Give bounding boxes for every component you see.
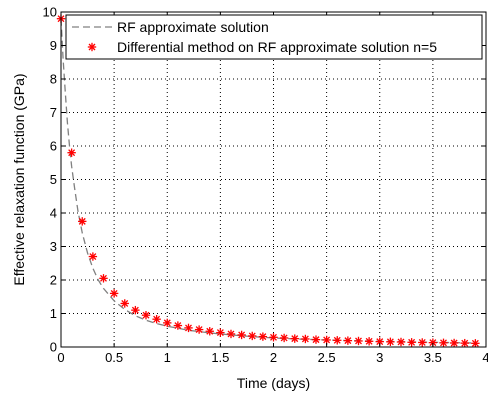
data-point-star <box>237 330 246 340</box>
grid <box>61 12 486 347</box>
x-tick-label: 1 <box>164 350 171 365</box>
ticks: 0 0.5 1 1.5 2 2.5 3 3.5 4 0 1 2 3 4 5 6 7 8 9 10 <box>43 5 488 366</box>
data-point-star <box>439 338 448 348</box>
y-tick-label: 2 <box>50 273 57 288</box>
data-point-star <box>99 274 108 283</box>
data-point-star <box>120 299 129 308</box>
data-point-star <box>396 337 406 347</box>
legend-entry-differential-method: Differential method on RF approximate so… <box>117 39 437 55</box>
data-point-star <box>131 305 140 315</box>
legend-box <box>65 14 483 60</box>
data-point-star <box>269 333 278 342</box>
data-point-star <box>173 321 183 330</box>
data-point-star <box>449 338 459 348</box>
legend-star-marker-sample <box>87 42 97 52</box>
y-tick-label: 8 <box>50 72 57 87</box>
data-point-star <box>290 334 299 343</box>
x-tick-label: 3 <box>376 350 383 365</box>
data-point-star <box>88 252 98 261</box>
data-point-star <box>109 289 119 298</box>
data-point-star <box>279 333 289 343</box>
data-point-star <box>343 336 353 345</box>
data-point-star <box>194 325 204 334</box>
data-point-star <box>471 339 480 348</box>
data-point-star <box>333 336 342 345</box>
x-tick-label: 1.5 <box>211 350 229 365</box>
y-tick-label: 10 <box>43 5 57 20</box>
x-tick-label: 4 <box>482 350 488 365</box>
legend-star-marker <box>87 42 97 52</box>
data-point-star <box>311 335 321 344</box>
y-tick-label: 4 <box>50 206 57 221</box>
data-point-star <box>418 338 427 347</box>
data-point-star <box>141 310 151 320</box>
series-layer <box>56 14 480 348</box>
data-point-star <box>258 332 268 341</box>
data-point-star <box>301 334 310 344</box>
legend-entry-rf-approximate: RF approximate solution <box>117 19 269 35</box>
data-point-star <box>216 328 225 337</box>
data-point-star <box>67 148 76 157</box>
data-point-star <box>184 323 193 333</box>
data-point-star <box>386 337 395 347</box>
data-point-star <box>354 336 363 346</box>
data-point-star <box>407 338 416 347</box>
y-tick-label: 7 <box>50 105 57 120</box>
x-tick-label: 0.5 <box>105 350 123 365</box>
series-rf-approximate-line <box>60 18 476 344</box>
x-tick-label: 2 <box>270 350 277 365</box>
y-tick-label: 3 <box>50 239 57 254</box>
data-point-star <box>163 318 172 328</box>
y-tick-label: 6 <box>50 139 57 154</box>
data-point-star <box>205 327 214 336</box>
x-tick-label: 3.5 <box>424 350 442 365</box>
data-point-star <box>152 314 161 324</box>
x-tick-label: 0 <box>57 350 64 365</box>
data-point-star <box>226 329 236 339</box>
data-point-star <box>322 335 331 345</box>
x-axis-label: Time (days) <box>237 375 310 391</box>
y-axis-label: Effective relaxation function (GPa) <box>11 73 27 285</box>
y-tick-label: 5 <box>50 172 57 187</box>
y-tick-label: 0 <box>50 340 57 355</box>
data-point-star <box>460 338 469 348</box>
data-point-star <box>78 217 87 226</box>
y-tick-label: 9 <box>50 38 57 53</box>
legend: RF approximate solution Differential met… <box>65 14 483 60</box>
data-point-star <box>248 331 257 341</box>
y-tick-label: 1 <box>50 306 57 321</box>
x-tick-label: 2.5 <box>318 350 336 365</box>
data-point-star <box>364 337 374 346</box>
